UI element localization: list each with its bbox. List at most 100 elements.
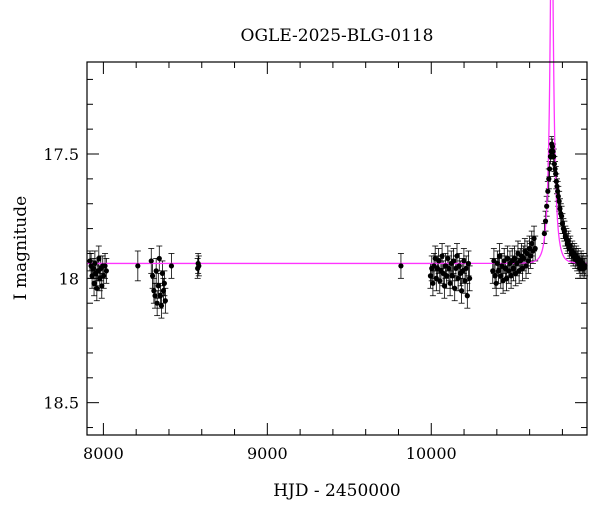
data-point <box>525 258 531 264</box>
data-point <box>493 280 499 286</box>
data-point <box>148 258 154 264</box>
data-point <box>549 143 556 150</box>
data-point <box>154 300 160 306</box>
data-point <box>554 183 560 189</box>
data-point <box>546 176 552 182</box>
data-point <box>450 258 457 264</box>
y-tick-label: 17.5 <box>43 145 79 164</box>
data-point <box>565 238 571 244</box>
plot-frame <box>86 61 588 436</box>
data-point <box>467 275 473 281</box>
data-point <box>458 288 465 294</box>
data-point <box>155 283 161 289</box>
data-point <box>97 275 103 281</box>
data-point <box>556 198 562 204</box>
data-point <box>135 263 141 269</box>
data-point <box>456 263 462 269</box>
data-point <box>511 255 518 262</box>
chart-title: OGLE-2025-BLG-0118 <box>241 26 434 46</box>
data-point <box>553 178 559 184</box>
data-point <box>551 153 557 160</box>
data-point <box>436 258 442 264</box>
data-point <box>462 278 468 284</box>
y-axis-label: I magnitude <box>11 196 31 300</box>
x-tick-labels: 8000 9000 10000 <box>83 444 457 463</box>
data-point <box>495 268 502 274</box>
data-point <box>555 193 561 199</box>
data-point <box>555 188 561 194</box>
data-point <box>531 235 537 242</box>
data-point <box>157 293 164 299</box>
data-point <box>547 166 553 172</box>
data-point <box>398 263 404 269</box>
data-point <box>149 273 156 279</box>
data-point <box>557 206 563 212</box>
data-point <box>528 253 534 259</box>
data-point <box>490 268 496 274</box>
data-point <box>553 171 559 177</box>
data-point <box>153 268 159 274</box>
data-point <box>103 268 109 274</box>
data-point <box>439 253 445 259</box>
data-point <box>196 263 202 269</box>
data-point <box>158 303 165 309</box>
data-point <box>494 260 500 267</box>
y-tick-label: 18 <box>59 269 79 288</box>
data-point <box>91 280 97 286</box>
data-point <box>445 255 451 262</box>
data-point <box>161 280 167 286</box>
data-point <box>561 228 567 234</box>
data-point <box>152 293 158 299</box>
data-point <box>558 213 565 219</box>
data-point <box>498 273 504 279</box>
data-point <box>151 288 157 294</box>
data-point <box>89 273 95 279</box>
data-point <box>447 280 453 286</box>
data-point <box>156 255 162 262</box>
data-point <box>559 221 566 227</box>
data-point <box>523 263 529 269</box>
x-tick-label: 8000 <box>83 444 124 463</box>
data-point <box>552 166 558 172</box>
data-point <box>544 203 550 209</box>
data-point <box>464 293 470 299</box>
data-point <box>160 288 166 294</box>
data-point <box>162 298 168 304</box>
data-point <box>444 273 450 279</box>
x-tick-label: 9000 <box>247 444 288 463</box>
data-point <box>551 161 557 167</box>
data-point <box>550 148 556 155</box>
data-point <box>449 273 456 279</box>
data-point <box>168 263 175 269</box>
data-point <box>541 230 547 237</box>
data-point <box>497 253 503 259</box>
data-point <box>87 258 93 264</box>
data-point <box>96 255 102 262</box>
data-point <box>545 188 551 194</box>
data-point <box>452 285 458 291</box>
data-point <box>510 265 516 271</box>
data-point <box>582 263 588 269</box>
data-point <box>101 273 107 279</box>
data-point <box>567 243 573 249</box>
x-tick-label: 10000 <box>406 444 457 463</box>
data-point <box>94 285 100 291</box>
data-point <box>508 273 514 279</box>
data-point <box>441 283 447 289</box>
y-tick-labels: 17.5 18 18.5 <box>43 145 79 413</box>
data-point <box>427 273 434 279</box>
data-point <box>529 240 535 247</box>
data-point <box>542 218 549 224</box>
data-point <box>90 265 96 271</box>
data-point <box>159 270 166 276</box>
data-point <box>465 260 472 267</box>
data-point <box>503 275 510 281</box>
data-point <box>430 280 436 286</box>
data-point <box>446 265 452 271</box>
data-point <box>521 255 527 262</box>
data-point <box>463 265 469 271</box>
data-point <box>505 255 511 262</box>
data-point <box>102 263 108 269</box>
data-point <box>532 245 538 252</box>
